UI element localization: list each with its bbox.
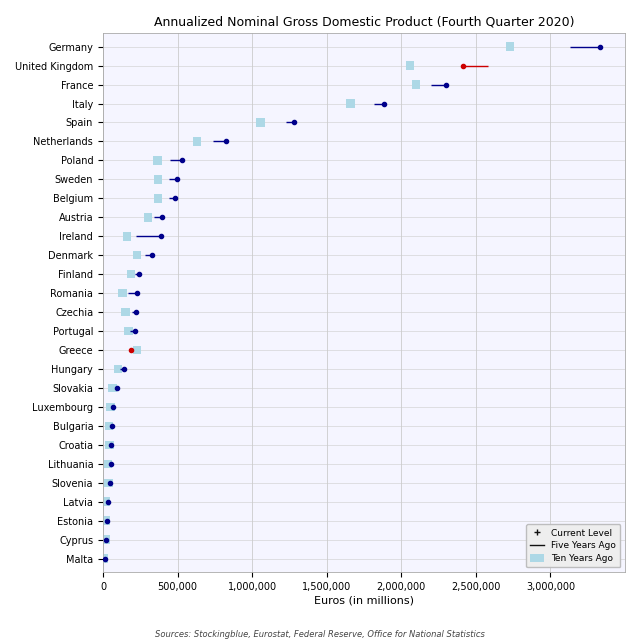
Bar xyxy=(106,403,115,411)
Bar xyxy=(106,440,114,449)
Bar xyxy=(153,156,161,164)
Bar xyxy=(104,460,112,468)
Bar xyxy=(154,194,163,203)
Bar xyxy=(104,479,113,487)
Bar xyxy=(133,346,141,355)
Bar xyxy=(118,289,127,298)
Bar xyxy=(346,99,355,108)
Bar xyxy=(101,497,109,506)
Bar xyxy=(108,384,116,392)
Bar xyxy=(101,516,109,525)
Bar xyxy=(100,554,108,563)
Bar xyxy=(412,80,420,89)
Bar xyxy=(193,137,201,146)
Bar xyxy=(121,308,129,316)
Legend: Current Level, Five Years Ago, Ten Years Ago: Current Level, Five Years Ago, Ten Years… xyxy=(526,524,621,568)
Bar xyxy=(506,42,515,51)
Bar xyxy=(256,118,264,127)
Bar xyxy=(406,61,414,70)
Bar xyxy=(123,232,131,241)
Bar xyxy=(101,536,109,544)
Bar xyxy=(105,422,113,430)
Bar xyxy=(114,365,122,373)
Bar xyxy=(124,327,132,335)
Bar xyxy=(143,213,152,221)
Title: Annualized Nominal Gross Domestic Product (Fourth Quarter 2020): Annualized Nominal Gross Domestic Produc… xyxy=(154,15,574,28)
X-axis label: Euros (in millions): Euros (in millions) xyxy=(314,596,414,606)
Bar xyxy=(154,175,163,184)
Text: Sources: Stockingblue, Eurostat, Federal Reserve, Office for National Statistics: Sources: Stockingblue, Eurostat, Federal… xyxy=(155,630,485,639)
Bar xyxy=(127,270,135,278)
Bar xyxy=(133,251,141,259)
